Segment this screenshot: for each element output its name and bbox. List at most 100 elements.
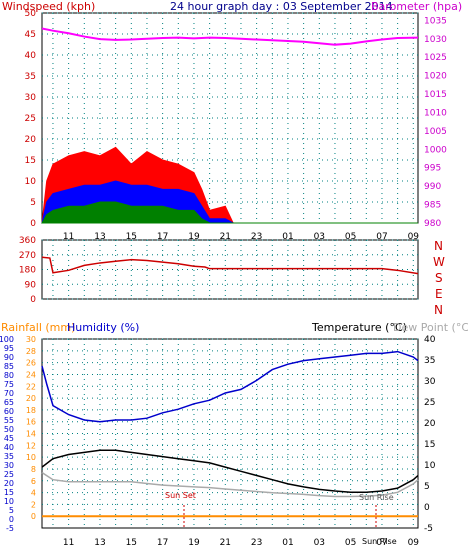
temp-x-tick-label: 23 <box>251 538 262 548</box>
barometer-y-tick-label: 1015 <box>424 90 447 100</box>
temperature-y-tick-label: 25 <box>424 398 435 408</box>
sun-rise-tick-label: Sun Rise <box>362 537 397 546</box>
rainfall-axis-title: Rainfall (mm) <box>1 321 75 334</box>
humidity-y-tick-label: 100 <box>0 335 14 344</box>
humidity-y-tick-label: 90 <box>4 353 14 362</box>
direction-y-tick-label: 180 <box>19 266 36 276</box>
direction-y-tick-label: 360 <box>19 236 36 246</box>
direction-panel-frame <box>41 239 419 300</box>
humidity-y-tick-label: 70 <box>4 389 14 398</box>
barometer-y-tick-label: 1000 <box>424 145 447 155</box>
humidity-y-tick-label: 30 <box>4 461 14 470</box>
humidity-series <box>41 350 419 423</box>
windspeed-y-tick-label: 0 <box>30 219 36 229</box>
humidity-y-tick-label: 65 <box>4 398 14 407</box>
temp-x-tick-label: 01 <box>282 538 293 548</box>
direction-label-w: W <box>433 255 445 269</box>
windspeed-y-tick-label: 45 <box>25 30 36 40</box>
rainfall-y-tick-label: 18 <box>26 406 36 415</box>
temp-x-tick-label: 03 <box>314 538 325 548</box>
barometer-y-tick-label: 1010 <box>424 108 447 118</box>
temp-x-tick-label: 21 <box>220 538 231 548</box>
rainfall-y-tick-label: 8 <box>31 465 36 474</box>
temperature-y-tick-label: 10 <box>424 461 436 471</box>
wind-x-tick-label: 01 <box>282 232 293 242</box>
wind-x-tick-label: 03 <box>314 232 325 242</box>
rainfall-y-tick-label: 20 <box>26 394 36 403</box>
barometer-y-tick-label: 995 <box>424 164 441 174</box>
temperature-y-tick-label: 15 <box>424 440 435 450</box>
rainfall-y-tick-label: 0 <box>31 512 36 521</box>
windspeed-y-tick-label: 40 <box>25 51 37 61</box>
axis-layer: 1111131315151717191921212323010103030505… <box>0 9 447 548</box>
direction-label-s: S <box>435 271 443 285</box>
rainfall-y-tick-label: 12 <box>26 441 36 450</box>
barometer-y-tick-label: 1025 <box>424 53 447 63</box>
temperature-series <box>41 449 419 494</box>
wind-direction-series <box>41 256 419 275</box>
windspeed-y-tick-label: 35 <box>25 72 36 82</box>
rainfall-y-tick-label: 30 <box>26 335 36 344</box>
temp-x-tick-label: 17 <box>157 538 168 548</box>
temp-x-tick-label: 11 <box>63 538 74 548</box>
wind-x-tick-label: 13 <box>94 232 105 242</box>
rainfall-y-tick-label: 22 <box>26 382 36 391</box>
rainfall-y-tick-label: 28 <box>26 347 36 356</box>
windspeed-axis-title: Windspeed (kph) <box>2 0 95 13</box>
wind-x-tick-label: 11 <box>63 232 74 242</box>
humidity-y-tick-label: 60 <box>4 407 14 416</box>
windspeed-y-tick-label: 10 <box>25 177 37 187</box>
humidity-y-tick-label: 15 <box>4 488 14 497</box>
direction-y-tick-label: 0 <box>30 295 36 305</box>
windspeed-y-tick-label: 50 <box>25 9 37 19</box>
temp-x-tick-label: 09 <box>408 538 420 548</box>
temperature-y-tick-label: 0 <box>424 503 430 513</box>
wind-x-tick-label: 21 <box>220 232 231 242</box>
direction-y-tick-label: 270 <box>19 251 36 261</box>
direction-label-e: E <box>435 287 443 301</box>
humidity-y-tick-label: 45 <box>4 434 14 443</box>
wind-x-tick-label: 07 <box>376 232 387 242</box>
wind-x-tick-label: 09 <box>408 232 420 242</box>
humidity-y-tick-label: 40 <box>4 443 14 452</box>
humidity-y-tick-label: 25 <box>4 470 14 479</box>
humidity-y-tick-label: -5 <box>6 524 14 533</box>
temperature-y-tick-label: 30 <box>424 377 436 387</box>
temperature-y-tick-label: 20 <box>424 419 436 429</box>
series-layer <box>41 27 419 518</box>
temp-x-tick-label: 15 <box>126 538 137 548</box>
rainfall-y-tick-label: 4 <box>31 489 36 498</box>
sun-rise-label: Sun Rise <box>359 493 394 502</box>
humidity-y-tick-label: 75 <box>4 380 14 389</box>
graph-title: 24 hour graph day : 03 September 2014 <box>170 0 393 13</box>
rainfall-y-tick-label: 6 <box>31 477 36 486</box>
rainfall-y-tick-label: 14 <box>26 430 36 439</box>
direction-label-n-top: N <box>434 239 443 253</box>
wind-x-tick-label: 17 <box>157 232 168 242</box>
temperature-y-tick-label: 35 <box>424 356 435 366</box>
temperature-y-tick-label: 40 <box>424 335 436 345</box>
dewpoint-axis-title: Dew Point (°C) <box>393 321 468 334</box>
humidity-y-tick-label: 50 <box>4 425 14 434</box>
wind-x-tick-label: 23 <box>251 232 262 242</box>
windspeed-y-tick-label: 30 <box>25 93 37 103</box>
rainfall-y-tick-label: 24 <box>26 370 36 379</box>
temp-x-tick-label: 07 <box>376 538 387 548</box>
direction-label-n-bottom: N <box>434 303 443 317</box>
temperature-y-tick-label: -5 <box>424 524 433 534</box>
humidity-axis-title: Humidity (%) <box>67 321 139 334</box>
humidity-y-tick-label: 5 <box>9 506 14 515</box>
barometer-axis-title: Barometer (hpa) <box>371 0 462 13</box>
sun-set-label: Sun Set <box>165 491 196 500</box>
barometer-y-tick-label: 990 <box>424 182 441 192</box>
temp-x-tick-label: 05 <box>345 538 356 548</box>
windspeed-y-tick-label: 15 <box>25 156 36 166</box>
humidity-y-tick-label: 0 <box>9 515 14 524</box>
rainfall-y-tick-label: 10 <box>26 453 36 462</box>
rainfall-y-tick-label: 26 <box>26 359 36 368</box>
humidity-y-tick-label: 80 <box>4 371 14 380</box>
windspeed-y-tick-label: 20 <box>25 135 37 145</box>
barometer-y-tick-label: 980 <box>424 219 441 229</box>
